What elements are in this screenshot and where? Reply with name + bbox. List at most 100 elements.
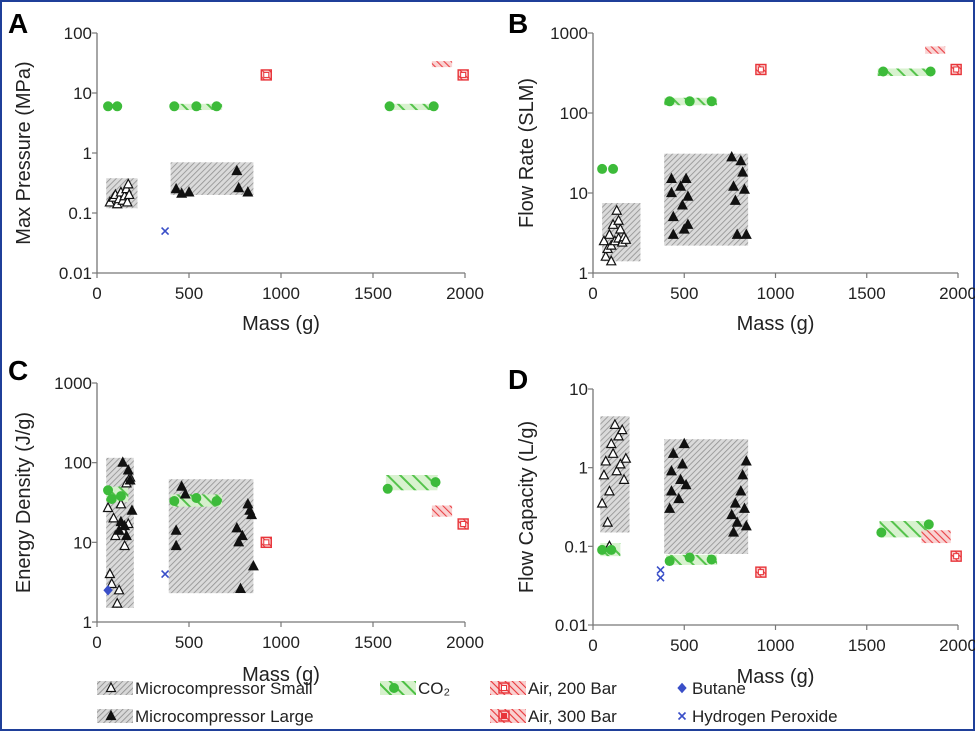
point-co2 bbox=[706, 554, 717, 565]
point-microcompressor-large bbox=[680, 172, 692, 184]
x-tick-label: 0 bbox=[92, 284, 101, 303]
legend-marker bbox=[498, 710, 510, 722]
x-tick-label: 500 bbox=[670, 636, 698, 655]
point-microcompressor-small bbox=[109, 529, 121, 541]
point-microcompressor-large bbox=[738, 183, 750, 194]
range-air-300-bar bbox=[921, 530, 951, 544]
point-hydrogen-peroxide bbox=[656, 565, 665, 575]
point-microcompressor-small bbox=[616, 423, 628, 435]
point-microcompressor-large bbox=[728, 526, 740, 537]
point-microcompressor-small bbox=[104, 567, 116, 579]
y-tick-label: 1000 bbox=[54, 374, 92, 393]
point-microcompressor-large bbox=[233, 536, 245, 547]
point-co2 bbox=[606, 544, 617, 555]
y-tick-label: 1000 bbox=[550, 24, 588, 43]
point-microcompressor-large bbox=[170, 539, 182, 551]
point-microcompressor-large bbox=[735, 485, 747, 496]
legend-item-microcompressor-small: Microcompressor Small bbox=[97, 679, 313, 698]
x-tick-label: 2000 bbox=[446, 284, 484, 303]
point-microcompressor-large bbox=[726, 150, 738, 162]
point-co2 bbox=[597, 544, 608, 555]
y-tick-label: 0.01 bbox=[59, 264, 92, 283]
point-co2 bbox=[191, 493, 202, 504]
point-co2 bbox=[191, 101, 202, 112]
point-microcompressor-large bbox=[664, 502, 676, 513]
point-co2 bbox=[115, 491, 126, 502]
x-tick-label: 1000 bbox=[262, 633, 300, 652]
legend-label: Microcompressor Small bbox=[135, 679, 313, 698]
point-microcompressor-large bbox=[231, 164, 243, 176]
point-microcompressor-large bbox=[729, 194, 741, 205]
point-co2 bbox=[608, 163, 619, 174]
point-co2 bbox=[211, 496, 222, 507]
point-air-200-bar bbox=[260, 69, 272, 81]
point-microcompressor-small bbox=[614, 458, 626, 469]
point-co2 bbox=[876, 527, 887, 538]
y-tick-label: 1 bbox=[83, 144, 92, 163]
legend: Microcompressor Small CO₂ Air, 200 Bar Buta… bbox=[97, 679, 838, 726]
point-microcompressor-small bbox=[605, 437, 617, 449]
point-microcompressor-small bbox=[620, 233, 632, 244]
point-microcompressor-small bbox=[611, 464, 623, 476]
point-co2 bbox=[664, 96, 675, 107]
point-co2 bbox=[428, 101, 439, 112]
x-axis-label: Mass (g) bbox=[242, 664, 320, 686]
point-microcompressor-small bbox=[122, 178, 134, 189]
point-microcompressor-small bbox=[111, 597, 123, 608]
point-microcompressor-large bbox=[676, 199, 688, 210]
y-axis-label: Flow Rate (SLM) bbox=[516, 78, 538, 228]
point-microcompressor-large bbox=[737, 166, 749, 177]
legend-marker bbox=[389, 683, 399, 693]
point-microcompressor-large bbox=[678, 437, 690, 449]
y-tick-label: 100 bbox=[560, 104, 588, 123]
y-tick-label: 1 bbox=[579, 264, 588, 283]
panel-c: C 1 10 100 1000 0 500 1000 1500 2000 Mass (g) Energ… bbox=[8, 355, 484, 686]
point-microcompressor-small bbox=[113, 584, 125, 595]
range-air-300-bar bbox=[431, 61, 453, 68]
point-co2 bbox=[169, 101, 180, 112]
point-air-200-bar bbox=[755, 566, 767, 578]
point-microcompressor-large bbox=[680, 478, 692, 490]
legend-swatch bbox=[97, 709, 133, 723]
legend-item-air-200-bar: Air, 200 Bar bbox=[490, 679, 617, 698]
legend-marker bbox=[498, 682, 510, 694]
point-microcompressor-large bbox=[247, 560, 259, 571]
point-air-200-bar bbox=[457, 518, 469, 530]
point-microcompressor-large bbox=[170, 524, 182, 535]
point-co2 bbox=[923, 519, 934, 530]
point-microcompressor-small bbox=[620, 452, 632, 463]
x-tick-label: 2000 bbox=[446, 633, 484, 652]
point-microcompressor-small bbox=[102, 501, 114, 513]
point-microcompressor-small bbox=[611, 204, 623, 215]
point-microcompressor-small bbox=[605, 255, 617, 266]
point-butane bbox=[103, 585, 113, 596]
point-microcompressor-large bbox=[682, 218, 694, 229]
point-co2 bbox=[430, 477, 441, 488]
point-microcompressor-large bbox=[726, 508, 738, 520]
y-tick-label: 10 bbox=[569, 380, 588, 399]
legend-label: Microcompressor Large bbox=[135, 707, 314, 726]
x-tick-label: 1500 bbox=[848, 636, 886, 655]
point-microcompressor-large bbox=[233, 181, 245, 193]
y-tick-label: 10 bbox=[73, 84, 92, 103]
x-tick-label: 500 bbox=[175, 633, 203, 652]
point-microcompressor-large bbox=[667, 447, 679, 458]
x-tick-label: 500 bbox=[670, 284, 698, 303]
legend-label: Hydrogen Peroxide bbox=[692, 707, 838, 726]
point-co2 bbox=[103, 485, 114, 496]
range-co2 bbox=[877, 68, 931, 77]
range-air-300-bar bbox=[431, 505, 453, 517]
point-microcompressor-small bbox=[598, 469, 610, 480]
x-tick-label: 0 bbox=[92, 633, 101, 652]
point-co2 bbox=[106, 493, 117, 504]
point-co2 bbox=[112, 101, 123, 112]
point-air-200-bar bbox=[260, 536, 272, 549]
point-co2 bbox=[925, 66, 936, 77]
point-microcompressor-large bbox=[738, 502, 750, 513]
point-co2 bbox=[382, 483, 393, 494]
x-axis-label: Mass (g) bbox=[242, 313, 320, 335]
point-microcompressor-large bbox=[246, 508, 258, 520]
point-microcompressor-large bbox=[740, 455, 752, 466]
x-tick-label: 0 bbox=[588, 636, 597, 655]
